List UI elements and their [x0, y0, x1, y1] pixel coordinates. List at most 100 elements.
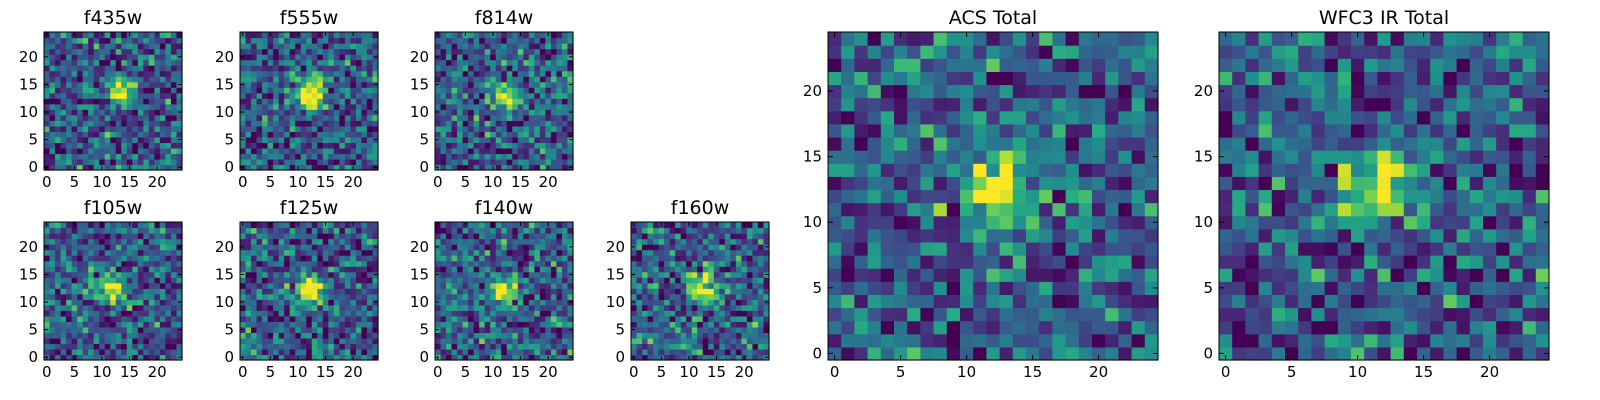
heatmap-cell	[528, 326, 535, 333]
heatmap-cell	[446, 70, 453, 77]
heatmap-cell	[556, 37, 563, 44]
heatmap-cell	[284, 227, 291, 234]
heatmap-cell	[300, 222, 307, 229]
heatmap-cell	[121, 337, 128, 345]
heatmap-cell	[746, 310, 754, 317]
heatmap-cell	[691, 304, 698, 311]
heatmap-cell	[1052, 307, 1067, 322]
heatmap-cell	[894, 346, 908, 361]
heatmap-cell	[344, 266, 351, 273]
heatmap-cell	[328, 238, 335, 245]
heatmap-cell	[245, 233, 252, 240]
heatmap-cell	[763, 238, 770, 245]
heatmap-cell	[490, 131, 497, 138]
heatmap-cell	[273, 343, 280, 350]
heatmap-cell	[512, 43, 519, 50]
heatmap-cell	[490, 348, 497, 356]
heatmap-cell	[440, 238, 447, 245]
heatmap-cell	[66, 332, 73, 339]
heatmap-cell	[317, 249, 324, 256]
heatmap-cell	[534, 282, 541, 289]
heatmap-cell	[495, 354, 502, 361]
heatmap-cell	[284, 233, 291, 240]
heatmap-cell	[71, 304, 78, 311]
heatmap-cell	[278, 114, 285, 121]
heatmap-cell	[462, 37, 469, 44]
heatmap-cell	[539, 249, 546, 256]
heatmap-cell	[159, 32, 167, 39]
heatmap-cell	[664, 227, 671, 234]
heatmap-cell	[300, 233, 307, 240]
heatmap-cell	[523, 142, 530, 149]
heatmap-cell	[284, 109, 291, 116]
x-tick-label: 10	[288, 173, 307, 191]
heatmap-cell	[468, 227, 475, 234]
heatmap-cell	[867, 163, 882, 177]
heatmap-cell	[284, 81, 291, 88]
heatmap-cell	[344, 343, 351, 350]
heatmap-cell	[636, 244, 643, 251]
heatmap-cell	[115, 293, 122, 300]
heatmap-cell	[344, 233, 351, 240]
heatmap-cell	[306, 48, 313, 55]
heatmap-cell	[724, 348, 731, 356]
heatmap-cell	[561, 158, 569, 166]
heatmap-cell	[126, 65, 133, 72]
heatmap-cell	[867, 281, 882, 295]
heatmap-cell	[440, 293, 447, 300]
heatmap-cell	[512, 299, 519, 306]
heatmap-cell	[550, 260, 558, 267]
heatmap-cell	[121, 271, 128, 278]
heatmap-cell	[462, 299, 469, 306]
heatmap-cell	[567, 48, 574, 55]
heatmap-cell	[126, 304, 133, 311]
heatmap-cell	[523, 48, 530, 55]
heatmap-cell	[691, 249, 698, 256]
heatmap-cell	[1039, 320, 1053, 335]
heatmap-cell	[675, 277, 682, 284]
heatmap-cell	[284, 136, 291, 143]
x-tick-label: 0	[238, 173, 248, 191]
heatmap-cell	[300, 136, 307, 143]
heatmap-cell	[93, 120, 100, 127]
heatmap-cell	[256, 48, 263, 55]
heatmap-cell	[484, 142, 491, 149]
heatmap-cell	[468, 32, 475, 39]
heatmap-cell	[350, 255, 357, 262]
heatmap-cell	[132, 70, 139, 77]
heatmap-cell	[1131, 176, 1146, 191]
heatmap-cell	[561, 277, 569, 284]
heatmap-cell	[289, 65, 296, 72]
heatmap-cell	[328, 348, 335, 356]
heatmap-cell	[523, 282, 530, 289]
heatmap-cell	[322, 70, 329, 77]
heatmap-cell	[539, 48, 546, 55]
heatmap-cell	[462, 103, 469, 110]
heatmap-cell	[366, 92, 374, 99]
heatmap-cell	[322, 153, 329, 160]
heatmap-cell	[284, 70, 291, 77]
heatmap-cell	[440, 315, 447, 322]
heatmap-cell	[132, 153, 139, 160]
heatmap-cell	[702, 304, 709, 311]
heatmap-cell	[473, 304, 480, 311]
heatmap-cell	[355, 299, 363, 306]
panel-title: f555w	[280, 7, 339, 29]
heatmap-cell	[245, 238, 252, 245]
heatmap-cell	[495, 131, 502, 138]
heatmap-cell	[473, 37, 480, 44]
heatmap-cell	[517, 43, 524, 50]
heatmap-cells	[435, 32, 574, 171]
heatmap-cell	[77, 233, 84, 240]
heatmap-cell	[658, 326, 665, 333]
heatmap-cell	[366, 299, 374, 306]
heatmap-cell	[77, 343, 84, 350]
heatmap-cell	[333, 260, 340, 267]
heatmap-cell	[44, 288, 51, 295]
heatmap-cell	[262, 109, 269, 116]
heatmap-cell	[484, 304, 491, 311]
heatmap-cell	[278, 54, 285, 61]
heatmap-cell	[82, 277, 89, 284]
heatmap-cell	[523, 59, 530, 66]
heatmap-cell	[523, 249, 530, 256]
